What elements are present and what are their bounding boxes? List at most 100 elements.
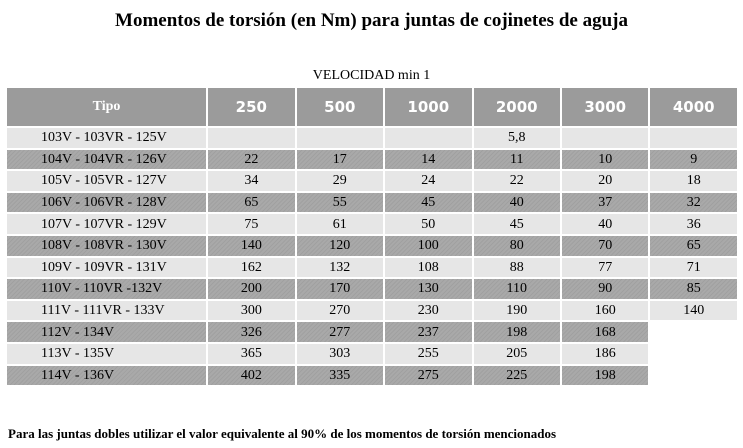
cell-value: 88 [473,257,560,278]
cell-value: 85 [650,279,737,299]
cell-value [650,128,737,148]
cell-value: 20 [561,171,649,191]
cell-value [561,128,649,148]
cell-value: 120 [296,235,384,256]
cell-value: 225 [473,365,560,386]
cell-tipo: 113V - 135V [7,343,207,364]
table-row: 112V - 134V 326 277 237 198 168 [7,322,737,342]
cell-value: 130 [385,279,472,299]
cell-value: 32 [650,192,737,213]
table-caption: VELOCIDAD min 1 [312,68,431,83]
cell-value: 300 [208,300,295,321]
cell-value: 108 [385,257,472,278]
cell-tipo: 112V - 134V [7,322,207,342]
cell-value [385,128,472,148]
cell-value: 270 [296,300,384,321]
cell-value: 275 [385,365,472,386]
column-header-4000: 4000 [650,88,737,126]
cell-tipo: 109V - 109VR - 131V [7,257,207,278]
cell-tipo: 108V - 108VR - 130V [7,235,207,256]
cell-tipo: 110V - 110VR -132V [7,279,207,299]
cell-value: 162 [208,257,295,278]
cell-tipo: 107V - 107VR - 129V [7,214,207,234]
cell-value: 303 [296,343,384,364]
column-header-1000: 1000 [385,88,472,126]
table-row: 104V - 104VR - 126V 22 17 14 11 10 9 [7,149,737,170]
cell-value: 9 [650,149,737,170]
cell-value: 22 [473,171,560,191]
table-row: 103V - 103VR - 125V 5,8 [7,128,737,148]
cell-tipo: 106V - 106VR - 128V [7,192,207,213]
table-row: 111V - 111VR - 133V 300 270 230 190 160 140 [7,300,737,321]
cell-value: 45 [385,192,472,213]
cell-value: 402 [208,365,295,386]
column-header-250: 250 [208,88,295,126]
cell-value: 29 [296,171,384,191]
table-row: 110V - 110VR -132V 200 170 130 110 90 85 [7,279,737,299]
cell-value: 335 [296,365,384,386]
cell-value [208,128,295,148]
cell-value: 160 [561,300,649,321]
cell-value: 24 [385,171,472,191]
cell-value: 70 [561,235,649,256]
cell-tipo: 104V - 104VR - 126V [7,149,207,170]
cell-value: 75 [208,214,295,234]
cell-value: 190 [473,300,560,321]
cell-tipo: 103V - 103VR - 125V [7,128,207,148]
cell-value: 186 [561,343,649,364]
cell-value: 65 [650,235,737,256]
cell-value: 18 [650,171,737,191]
cell-value: 61 [296,214,384,234]
column-header-500: 500 [296,88,384,126]
cell-value: 40 [473,192,560,213]
column-header-tipo: Tipo [7,88,207,126]
torque-table: Tipo 250 500 1000 2000 3000 4000 103V - … [5,86,739,387]
cell-value: 198 [473,322,560,342]
table-row: 106V - 106VR - 128V 65 55 45 40 37 32 [7,192,737,213]
page-title: Momentos de torsión (en Nm) para juntas … [115,10,628,31]
table-header-row: Tipo 250 500 1000 2000 3000 4000 [7,88,737,126]
cell-value: 140 [650,300,737,321]
cell-value: 80 [473,235,560,256]
table-row: 113V - 135V 365 303 255 205 186 [7,343,737,364]
table-row: 105V - 105VR - 127V 34 29 24 22 20 18 [7,171,737,191]
cell-value: 71 [650,257,737,278]
cell-value: 37 [561,192,649,213]
cell-value: 132 [296,257,384,278]
cell-value: 55 [296,192,384,213]
cell-tipo: 111V - 111VR - 133V [7,300,207,321]
cell-value: 205 [473,343,560,364]
cell-value: 22 [208,149,295,170]
cell-value: 140 [208,235,295,256]
cell-value: 14 [385,149,472,170]
table-row: 114V - 136V 402 335 275 225 198 [7,365,737,386]
cell-value: 11 [473,149,560,170]
cell-value: 170 [296,279,384,299]
cell-value: 50 [385,214,472,234]
footnote: Para las juntas dobles utilizar el valor… [8,426,557,441]
cell-value: 100 [385,235,472,256]
cell-value: 45 [473,214,560,234]
cell-value: 34 [208,171,295,191]
cell-value: 365 [208,343,295,364]
cell-value: 40 [561,214,649,234]
cell-value: 10 [561,149,649,170]
cell-value [650,322,737,342]
cell-value: 36 [650,214,737,234]
cell-tipo: 114V - 136V [7,365,207,386]
cell-value: 110 [473,279,560,299]
column-header-3000: 3000 [561,88,649,126]
table-row: 108V - 108VR - 130V 140 120 100 80 70 65 [7,235,737,256]
table-row: 107V - 107VR - 129V 75 61 50 45 40 36 [7,214,737,234]
cell-value: 65 [208,192,295,213]
cell-value: 200 [208,279,295,299]
cell-value: 168 [561,322,649,342]
cell-value: 237 [385,322,472,342]
cell-value [296,128,384,148]
cell-value: 90 [561,279,649,299]
cell-value: 5,8 [473,128,560,148]
cell-value: 277 [296,322,384,342]
table-row: 109V - 109VR - 131V 162 132 108 88 77 71 [7,257,737,278]
cell-value: 198 [561,365,649,386]
cell-value [650,343,737,364]
